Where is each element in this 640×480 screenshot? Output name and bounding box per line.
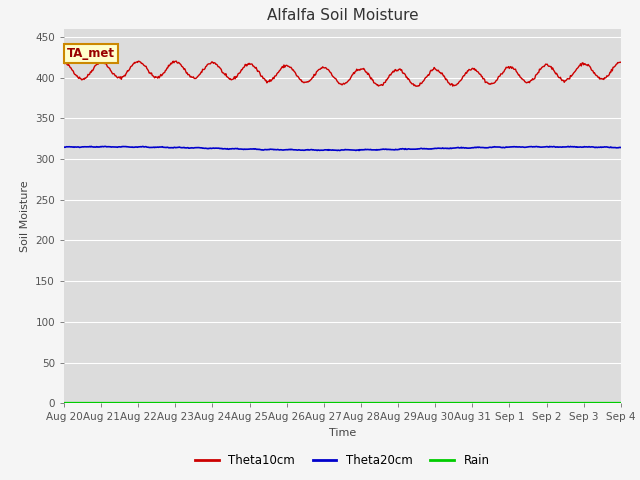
Theta10cm [127,63,135,69]
Line: Theta20cm: Theta20cm [64,146,621,151]
Legend: Theta10cm, Theta20cm, Rain: Theta10cm, Theta20cm, Rain [191,450,494,472]
Rain [617,399,625,405]
X-axis label: Time: Time [329,428,356,438]
Theta20cm [214,145,222,151]
Rain [184,399,192,405]
Theta10cm [60,60,68,66]
Title: Alfalfa Soil Moisture: Alfalfa Soil Moisture [267,9,418,24]
Theta20cm [128,144,136,150]
Text: TA_met: TA_met [67,47,115,60]
Rain [410,399,418,405]
Theta20cm [412,146,419,152]
Theta20cm [428,146,436,152]
Theta10cm [428,68,436,74]
Theta10cm [411,82,419,88]
Theta10cm [185,72,193,77]
Theta10cm [172,58,180,64]
Rain [70,399,78,405]
Line: Theta10cm: Theta10cm [64,61,621,86]
Rain [127,399,135,405]
Rain [426,399,434,405]
Theta20cm [60,144,68,150]
Y-axis label: Soil Moisture: Soil Moisture [20,180,29,252]
Theta10cm [70,71,78,76]
Theta10cm [214,64,222,70]
Theta20cm [355,148,363,154]
Theta10cm [413,84,420,89]
Theta20cm [617,144,625,150]
Rain [60,399,68,405]
Rain [214,399,221,405]
Theta20cm [87,144,95,149]
Theta20cm [185,145,193,151]
Theta10cm [617,59,625,65]
Theta20cm [70,144,78,150]
